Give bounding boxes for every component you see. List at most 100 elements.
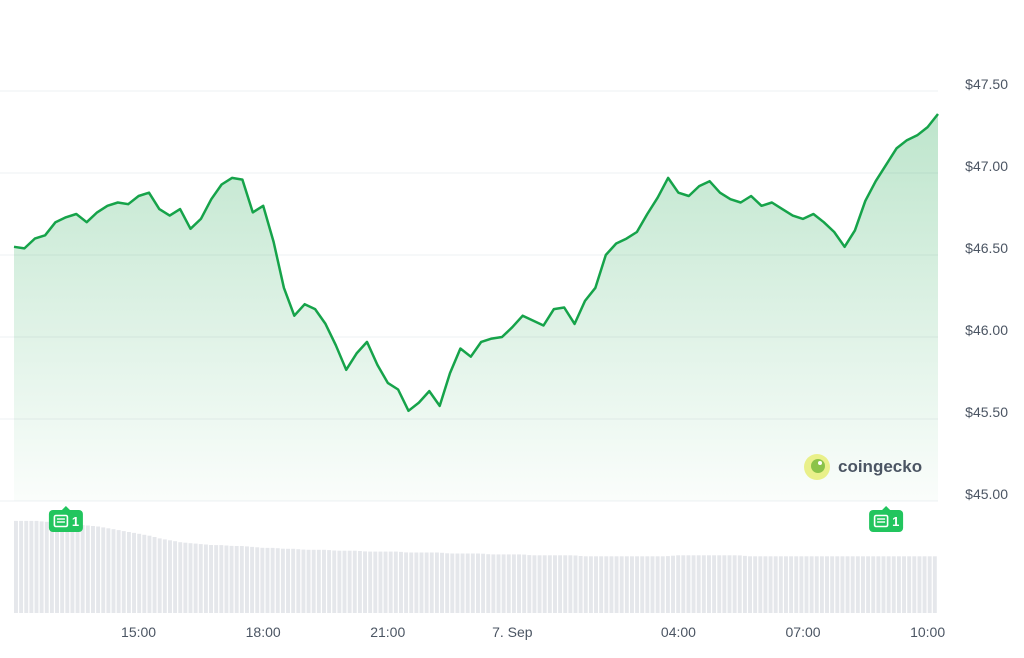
volume-bar: [558, 555, 563, 613]
volume-bar: [532, 555, 537, 613]
volume-bar: [547, 555, 552, 613]
volume-bar: [732, 555, 737, 613]
volume-bar: [49, 522, 54, 613]
news-badge-count: 1: [72, 514, 79, 529]
news-badge-count: 1: [892, 514, 899, 529]
volume-bar: [881, 556, 886, 613]
volume-bar: [378, 551, 383, 613]
watermark-text: coingecko: [838, 457, 922, 476]
volume-bar: [476, 553, 480, 613]
news-badge[interactable]: 1: [869, 506, 904, 532]
volume-bar: [789, 556, 794, 613]
volume-bar: [517, 554, 521, 613]
volume-bar: [886, 556, 891, 613]
x-tick-label: 07:00: [786, 624, 821, 640]
volume-bar: [229, 545, 234, 613]
volume-bar: [39, 521, 44, 613]
gecko-logo-inner: [811, 459, 825, 473]
x-tick-label: 7. Sep: [492, 624, 533, 640]
news-badge-pointer: [61, 506, 70, 510]
volume-bar: [239, 546, 244, 613]
volume-bar: [553, 555, 557, 613]
volume-bar: [322, 549, 326, 613]
y-tick-label: $47.50: [965, 76, 1008, 92]
volume-bar: [522, 554, 527, 613]
volume-bar: [594, 556, 598, 613]
volume-bar: [357, 551, 362, 613]
volume-bar: [630, 556, 634, 613]
x-tick-label: 15:00: [121, 624, 156, 640]
volume-bar: [75, 524, 80, 613]
volume-bar: [563, 555, 568, 613]
volume-bar: [830, 556, 835, 613]
volume-bar: [137, 533, 142, 613]
volume-bar: [922, 556, 927, 613]
volume-bar: [91, 526, 95, 613]
y-tick-label: $45.00: [965, 486, 1008, 502]
volume-bar: [850, 556, 855, 613]
y-tick-label: $45.50: [965, 404, 1008, 420]
volume-bar: [707, 555, 711, 613]
volume-bar: [809, 556, 814, 613]
volume-bar: [368, 551, 373, 613]
volume-bar: [784, 556, 788, 613]
volume-bar: [819, 556, 824, 613]
volume-bar: [214, 545, 219, 613]
volume-bar: [409, 552, 414, 613]
volume-bar: [234, 546, 239, 613]
volume-bar: [660, 556, 665, 613]
volume-bar: [876, 556, 881, 613]
volume-bar: [912, 556, 917, 613]
volume-bar: [419, 552, 424, 613]
volume-bar: [609, 556, 614, 613]
volume-bar: [44, 521, 49, 613]
volume-bar: [840, 556, 845, 613]
volume-bar: [825, 556, 829, 613]
volume-bar: [106, 528, 111, 613]
volume-bar: [799, 556, 804, 613]
volume-bar: [655, 556, 660, 613]
x-tick-label: 18:00: [246, 624, 281, 640]
volume-bar: [583, 556, 588, 613]
volume-bar: [804, 556, 809, 613]
volume-bar: [383, 551, 388, 613]
volume-bar: [250, 546, 255, 613]
volume-bar: [19, 520, 24, 613]
news-badge-pointer: [882, 506, 891, 510]
newspaper-icon: [873, 514, 889, 528]
volume-bar: [470, 553, 475, 613]
volume-bar: [301, 549, 306, 613]
volume-bar: [342, 550, 347, 613]
volume-bar: [763, 556, 768, 613]
volume-bar: [902, 556, 906, 613]
volume-bar: [891, 556, 896, 613]
volume-bar: [111, 529, 116, 613]
volume-bar: [465, 553, 470, 613]
volume-bar: [101, 527, 106, 613]
x-axis-ticks: 15:00 18:00 21:00 7. Sep 04:00 07:00 10:00: [121, 624, 945, 640]
volume-bar: [363, 551, 367, 613]
volume-bar: [866, 556, 871, 613]
volume-bar: [188, 543, 193, 613]
price-series-line: [13, 113, 939, 413]
volume-bar: [665, 556, 670, 613]
volume-bar: [624, 556, 629, 613]
volume-bar: [306, 549, 311, 613]
volume-bar: [96, 526, 101, 613]
volume-bar: [173, 541, 178, 613]
volume-bar: [696, 555, 701, 613]
volume-bar: [506, 554, 511, 613]
volume-bar: [573, 555, 578, 613]
volume-bar: [676, 555, 681, 613]
news-badge[interactable]: 1: [48, 506, 83, 532]
volume-bar: [645, 556, 650, 613]
volume-bar: [635, 556, 640, 613]
volume-bar: [332, 550, 337, 613]
volume-bar: [260, 547, 265, 613]
volume-bar: [537, 555, 542, 613]
volume-bar: [291, 548, 296, 613]
volume-bar: [835, 556, 840, 613]
volume-bar: [224, 545, 229, 613]
